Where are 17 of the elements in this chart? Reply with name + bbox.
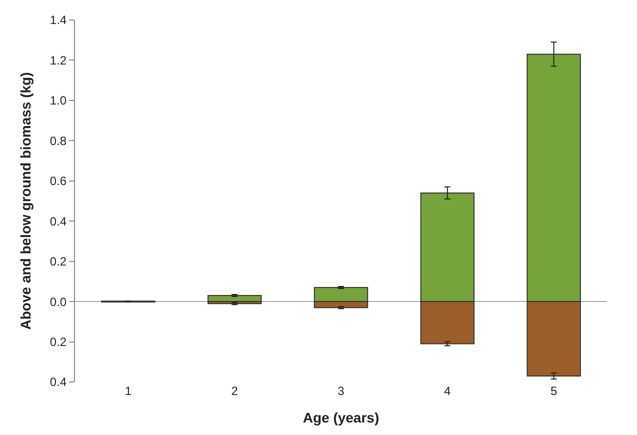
x-tick-label: 4	[444, 384, 452, 398]
x-tick-label: 2	[231, 384, 238, 398]
x-tick-label: 3	[338, 384, 345, 398]
y-tick-label: 0.6	[50, 174, 67, 188]
y-tick-label: 1.2	[50, 53, 67, 68]
x-tick-label: 1	[124, 384, 132, 398]
x-tick-label: 5	[550, 384, 558, 398]
y-tick-label: 0.8	[50, 134, 67, 148]
y-axis-title: Above and below ground biomass (kg)	[18, 72, 34, 330]
y-tick-label: 0.2	[50, 254, 67, 269]
y-tick-label: 0.4	[50, 214, 67, 228]
y-tick-label: 0.0	[50, 294, 67, 309]
y-tick-label: 1.0	[50, 94, 67, 108]
y-tick-label: 1.4	[50, 13, 67, 28]
y-tick-label: 0.2	[50, 334, 67, 349]
y-tick-label: 0.4	[50, 375, 67, 390]
x-axis-title: Age (years)	[302, 409, 380, 426]
